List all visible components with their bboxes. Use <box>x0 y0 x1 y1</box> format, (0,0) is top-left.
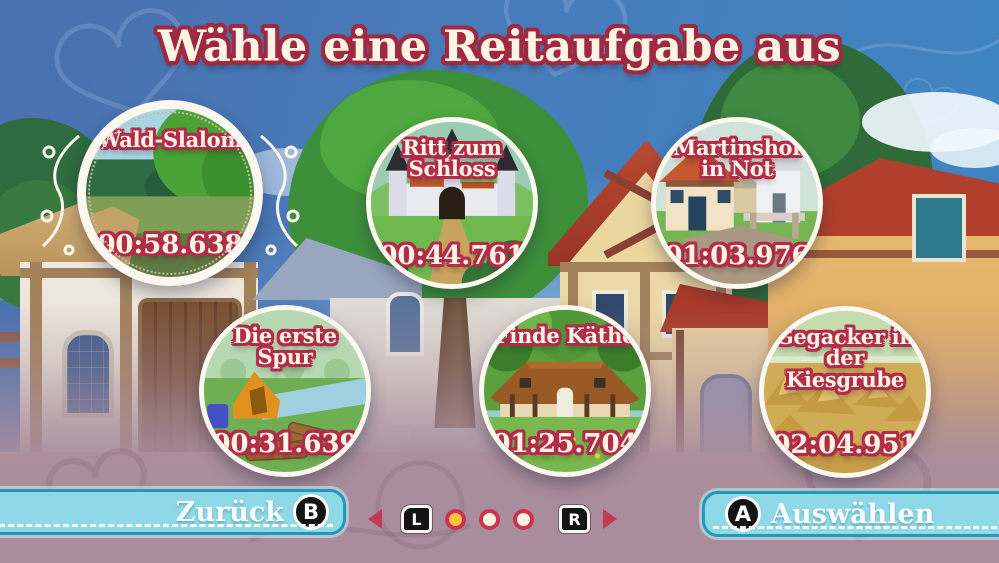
task-best-time: 00:44.761 <box>379 241 525 271</box>
task-die-erste-spur[interactable]: Die erste Spur 00:31.639 <box>199 305 371 477</box>
task-name: Ritt zum Schloss <box>402 135 502 182</box>
page-title: Wähle eine Reitaufgabe aus <box>157 22 842 72</box>
task-thumbnail-stable: Finde Käthe 01:25.704 <box>479 305 651 477</box>
back-button-label: Zurück <box>175 496 284 528</box>
farmyard-art <box>656 122 818 284</box>
gravel-pit-art <box>764 311 926 473</box>
selection-flourish-icon <box>40 134 80 256</box>
task-name: Finde Käthe <box>494 323 636 348</box>
page-navigation: L R <box>368 503 630 535</box>
select-button[interactable]: A Auswählen <box>702 491 999 537</box>
task-thumbnail-castle: Ritt zum Schloss 00:44.761 <box>366 117 538 289</box>
task-best-time: 01:25.704 <box>492 429 638 459</box>
select-button-label: Auswählen <box>771 498 935 530</box>
task-best-time: 02:04.951 <box>772 430 918 460</box>
r-shoulder-button-icon[interactable]: R <box>559 505 590 533</box>
task-best-time: 00:31.639 <box>212 429 358 459</box>
task-name: Wald-Slalom <box>97 127 243 152</box>
page-right-arrow-icon[interactable] <box>603 509 617 529</box>
page-dot-1[interactable] <box>445 508 466 530</box>
page-dot-3[interactable] <box>513 508 534 530</box>
task-martinshof-in-not[interactable]: Martinshof in Not 01:03.976 <box>651 117 823 289</box>
selection-flourish-icon <box>260 134 300 256</box>
l-shoulder-button-icon[interactable]: L <box>401 505 432 533</box>
task-thumbnail-forest: Wald-Slalom 00:58.638 <box>77 100 263 286</box>
task-wald-slalom[interactable]: Wald-Slalom 00:58.638 <box>40 100 300 286</box>
task-name: Martinshof in Not <box>673 135 801 182</box>
task-ritt-zum-schloss[interactable]: Ritt zum Schloss 00:44.761 <box>366 117 538 289</box>
task-best-time: 01:03.976 <box>664 241 810 271</box>
b-button-icon: B <box>293 494 329 530</box>
castle-art <box>371 122 533 284</box>
page-dot-2[interactable] <box>479 508 500 530</box>
task-name: Die erste Spur <box>233 323 337 370</box>
page-left-arrow-icon[interactable] <box>368 509 382 529</box>
a-button-icon: A <box>725 496 761 532</box>
task-name: Gegacker in der Kiesgrube <box>775 324 915 392</box>
task-best-time: 00:58.638 <box>97 230 243 260</box>
task-thumbnail-gravel-pit: Gegacker in der Kiesgrube 02:04.951 <box>759 306 931 478</box>
task-thumbnail-camp: Die erste Spur 00:31.639 <box>199 305 371 477</box>
task-finde-kaethe[interactable]: Finde Käthe 01:25.704 <box>479 305 651 477</box>
stable-house-art <box>484 310 646 472</box>
camp-river-art <box>204 310 366 472</box>
back-button[interactable]: Zurück B <box>0 489 346 535</box>
task-thumbnail-farm: Martinshof in Not 01:03.976 <box>651 117 823 289</box>
task-gegacker-kiesgrube[interactable]: Gegacker in der Kiesgrube 02:04.951 <box>759 306 931 478</box>
